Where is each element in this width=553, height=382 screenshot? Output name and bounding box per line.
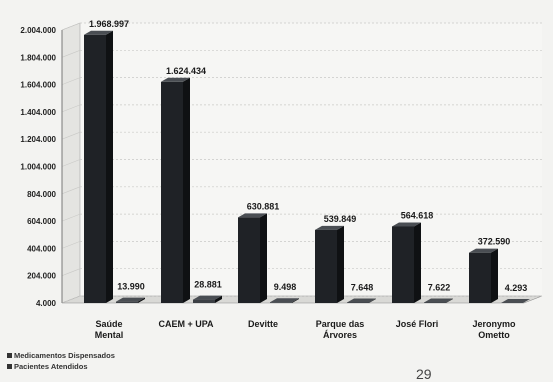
y-tick-label: 404.000 [27, 244, 56, 253]
legend-item-pacientes: Pacientes Atendidos [7, 361, 115, 372]
bar-medicamentos-side [414, 222, 421, 303]
data-label-pacientes: 13.990 [117, 282, 145, 292]
y-tick-label: 1.404.000 [20, 108, 56, 117]
legend-swatch-pacientes [7, 364, 12, 369]
y-tick-label: 4.000 [36, 299, 57, 308]
legend-label-medicamentos: Medicamentos Dispensados [14, 350, 115, 361]
y-tick-label: 1.204.000 [20, 135, 56, 144]
y-tick-label: 1.804.000 [20, 53, 56, 62]
chart-legend: Medicamentos Dispensados Pacientes Atend… [7, 350, 115, 372]
data-label-pacientes: 28.881 [194, 280, 222, 290]
bar-medicamentos-side [183, 78, 190, 303]
data-label-pacientes: 4.293 [505, 283, 528, 293]
bar-pacientes [193, 300, 215, 303]
x-category-label: CAEM + UPA [158, 319, 214, 329]
data-label-medicamentos: 539.849 [324, 214, 357, 224]
bar-medicamentos-side [106, 31, 113, 303]
legend-label-pacientes: Pacientes Atendidos [14, 361, 88, 372]
bar-medicamentos [161, 82, 183, 303]
bar-medicamentos-side [260, 213, 267, 303]
y-tick-label: 804.000 [27, 190, 56, 199]
bar-medicamentos [84, 35, 106, 303]
x-category-label: Ometto [478, 330, 510, 340]
data-label-medicamentos: 1.624.434 [166, 66, 206, 76]
bar-medicamentos [392, 226, 414, 303]
x-category-label: Mental [95, 330, 124, 340]
bar-medicamentos [238, 217, 260, 303]
x-category-label: Saúde [95, 319, 122, 329]
x-category-label: José Flori [396, 319, 439, 329]
y-tick-label: 604.000 [27, 217, 56, 226]
bar-medicamentos [315, 230, 337, 303]
y-tick-label: 1.004.000 [20, 163, 56, 172]
x-category-label: Jeronymo [472, 319, 516, 329]
bar-medicamentos-side [337, 226, 344, 303]
x-category-label: Devitte [248, 319, 278, 329]
data-label-medicamentos: 564.618 [401, 210, 434, 220]
y-tick-label: 204.000 [27, 272, 56, 281]
bar-medicamentos-side [491, 249, 498, 303]
data-label-medicamentos: 1.968.997 [89, 19, 129, 29]
legend-swatch-medicamentos [7, 353, 12, 358]
data-label-pacientes: 9.498 [274, 282, 297, 292]
data-label-medicamentos: 630.881 [247, 201, 280, 211]
y-tick-label: 1.604.000 [20, 81, 56, 90]
legend-item-medicamentos: Medicamentos Dispensados [7, 350, 115, 361]
x-category-label: Árvores [323, 330, 357, 340]
bar-pacientes [270, 302, 292, 303]
bar-medicamentos [469, 253, 491, 303]
data-label-pacientes: 7.648 [351, 283, 374, 293]
data-label-medicamentos: 372.590 [478, 237, 511, 247]
data-label-pacientes: 7.622 [428, 283, 451, 293]
page-number: 29 [416, 366, 432, 382]
bar-pacientes [116, 302, 138, 303]
x-category-label: Parque das [316, 319, 365, 329]
y-tick-label: 2.004.000 [20, 26, 56, 35]
